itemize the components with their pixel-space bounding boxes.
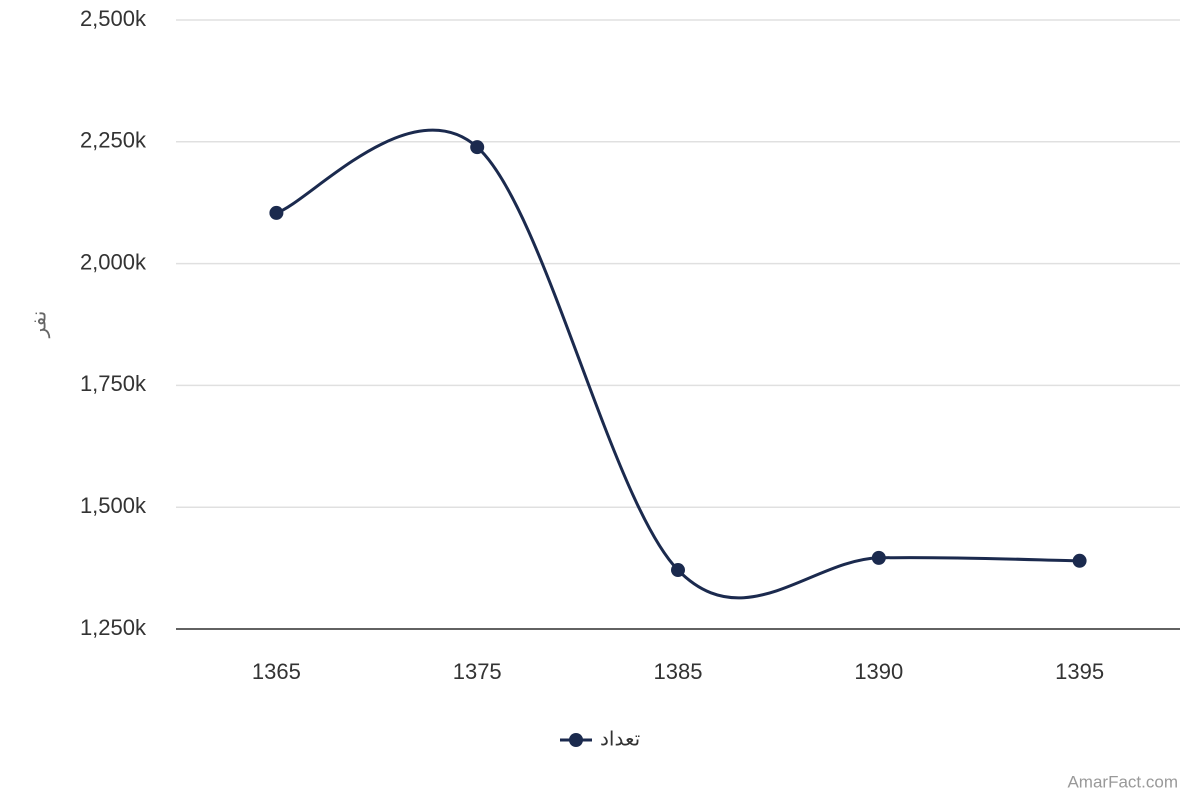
y-tick-label: 2,500k <box>80 6 147 31</box>
x-tick-label: 1375 <box>453 659 502 684</box>
credit[interactable]: AmarFact.com <box>1067 772 1178 791</box>
data-point <box>1072 553 1087 568</box>
y-tick-label: 2,000k <box>80 249 147 274</box>
y-tick-label: 1,750k <box>80 371 147 396</box>
series-line <box>275 128 1080 600</box>
x-tick-label: 1395 <box>1055 659 1104 684</box>
y-axis-title: نفر <box>28 311 50 339</box>
legend-marker <box>569 733 583 747</box>
y-tick-label: 1,250k <box>80 615 147 640</box>
y-tick-label: 2,250k <box>80 128 147 153</box>
data-point <box>871 550 886 565</box>
data-point <box>671 563 685 578</box>
y-tick-label: 1,500k <box>80 493 147 518</box>
x-tick-label: 1390 <box>854 659 903 684</box>
data-point <box>470 140 485 155</box>
data-point <box>269 205 284 220</box>
x-tick-label: 1385 <box>654 659 703 684</box>
x-tick-label: 1365 <box>252 659 301 684</box>
legend-label[interactable]: تعداد <box>600 728 640 750</box>
